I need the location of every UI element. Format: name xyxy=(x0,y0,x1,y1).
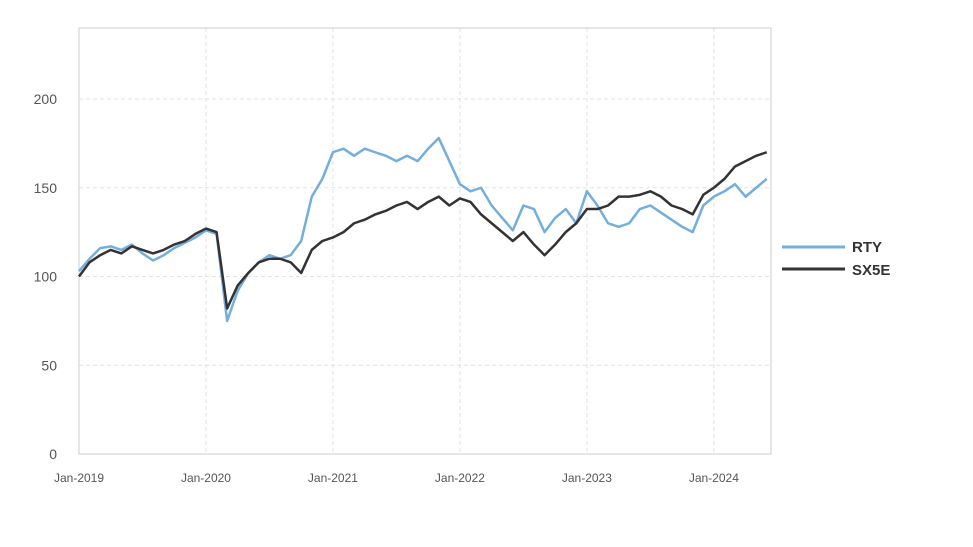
y-tick-label: 150 xyxy=(34,180,58,196)
x-tick-label: Jan-2020 xyxy=(181,471,231,485)
x-axis: Jan-2019 Jan-2020 Jan-2021 Jan-2022 Jan-2023… xyxy=(54,471,739,485)
y-tick-label: 200 xyxy=(34,91,58,107)
y-tick-label: 50 xyxy=(41,357,57,373)
x-tick-label: Jan-2024 xyxy=(689,471,739,485)
legend: RTY SX5E xyxy=(782,239,890,279)
y-axis: 0 50 100 150 200 xyxy=(34,91,58,462)
y-tick-label: 100 xyxy=(34,269,58,285)
grid xyxy=(79,28,771,454)
series-line-rty xyxy=(78,136,768,323)
legend-label-sx5e: SX5E xyxy=(852,262,890,279)
x-tick-label: Jan-2019 xyxy=(54,471,104,485)
series-line-sx5e xyxy=(77,151,768,310)
series-layer xyxy=(77,136,768,323)
x-tick-label: Jan-2023 xyxy=(562,471,612,485)
x-tick-label: Jan-2022 xyxy=(435,471,485,485)
plot-frame xyxy=(78,27,772,455)
y-tick-label: 0 xyxy=(49,446,57,462)
x-tick-label: Jan-2021 xyxy=(308,471,358,485)
legend-label-rty: RTY xyxy=(852,239,882,256)
